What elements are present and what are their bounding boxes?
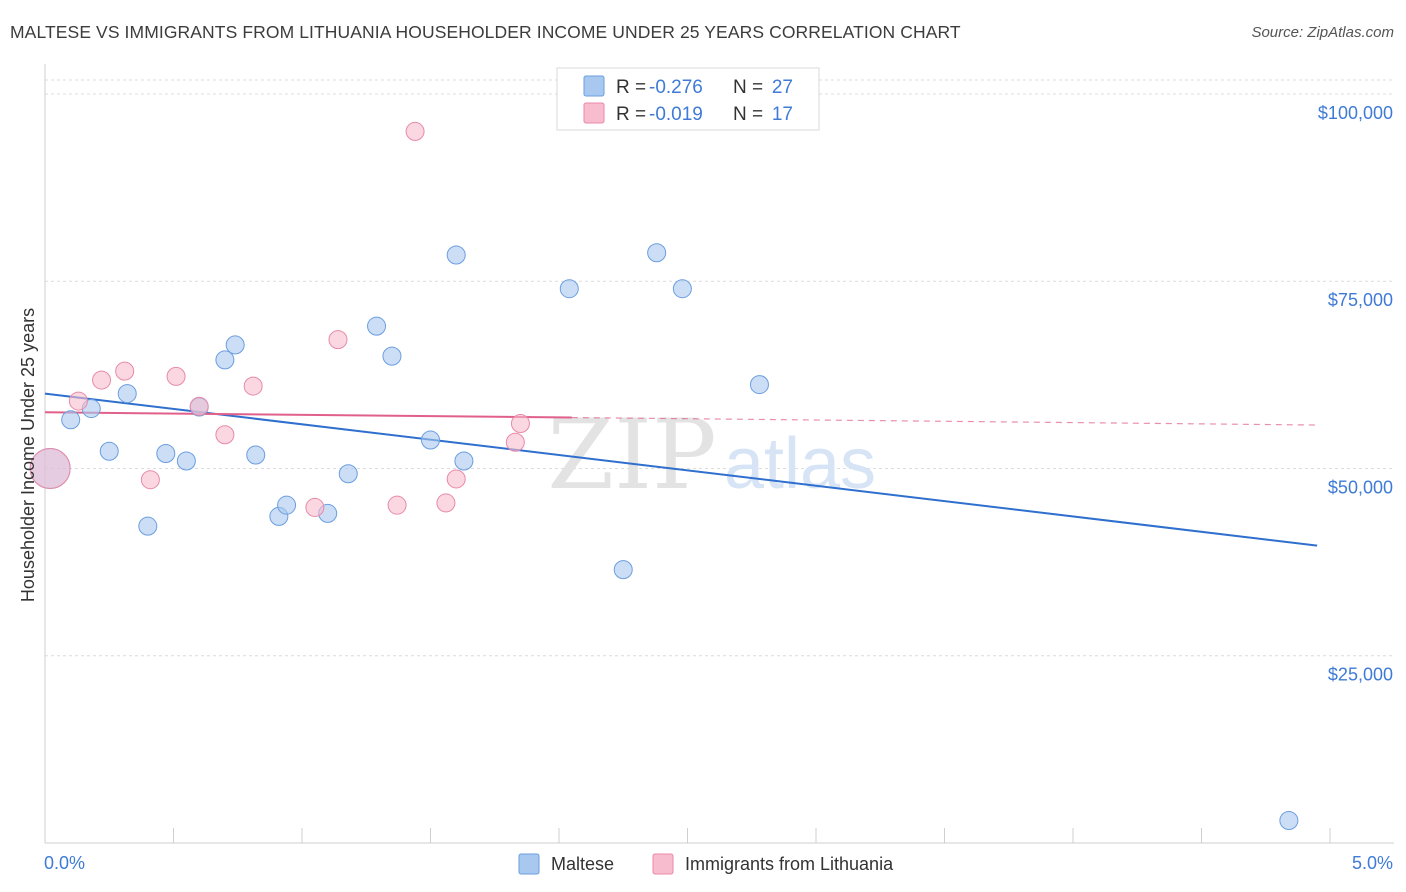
trend-lines (44, 392, 1318, 547)
data-point (328, 330, 348, 350)
y-tick-label: $100,000 (1318, 103, 1393, 123)
data-point (215, 425, 235, 445)
data-point (243, 376, 263, 396)
data-point (29, 447, 71, 489)
tick-labels: $25,000 $50,000 $75,000 $100,000 0.0% 5.0% (44, 103, 1393, 873)
data-point (156, 444, 176, 463)
source-label: Source: ZipAtlas.com (1251, 24, 1394, 41)
data-point (246, 445, 266, 465)
watermark-zip: ZIP (547, 399, 716, 511)
legend: R = -0.276 N = 27 R = -0.019 N = 17 (556, 67, 820, 131)
data-point (559, 279, 579, 299)
data-point (305, 497, 325, 517)
data-point (446, 245, 466, 265)
legend-r-value: -0.276 (649, 77, 703, 98)
trend-line (44, 411, 572, 419)
data-point (672, 279, 692, 299)
bottom-legend-swatch (652, 853, 674, 875)
data-point (749, 375, 769, 395)
data-point (367, 316, 387, 336)
data-point (613, 560, 633, 580)
chart-title: MALTESE VS IMMIGRANTS FROM LITHUANIA HOU… (10, 22, 961, 42)
data-point (382, 346, 402, 366)
data-point (454, 451, 474, 471)
data-point (405, 121, 425, 141)
legend-n-label: N = (733, 77, 763, 98)
data-point (189, 396, 209, 416)
bottom-legend: Maltese Immigrants from Lithuania (518, 853, 894, 875)
legend-r-value: -0.019 (649, 104, 703, 125)
legend-swatch (583, 75, 605, 97)
data-point (117, 384, 137, 404)
legend-r-label: R = (616, 77, 646, 98)
legend-n-value: 17 (772, 104, 793, 125)
trend-line-extension (571, 416, 1318, 426)
x-tick-label: 5.0% (1352, 853, 1393, 873)
data-point (140, 470, 160, 490)
watermark: ZIP atlas (547, 399, 876, 511)
data-point (421, 430, 440, 450)
data-point (505, 432, 525, 452)
data-point (166, 366, 186, 386)
data-point (647, 243, 667, 263)
gridlines (45, 79, 1394, 657)
bottom-legend-swatch (518, 853, 540, 875)
data-points (29, 121, 1299, 831)
y-tick-label: $50,000 (1328, 477, 1393, 497)
y-tick-label: $75,000 (1328, 290, 1393, 310)
data-point (1279, 811, 1299, 831)
data-point (61, 410, 81, 430)
data-point (99, 441, 119, 461)
data-point (138, 516, 158, 536)
y-axis-label: Householder Income Under 25 years (18, 308, 38, 602)
data-point (92, 370, 112, 390)
data-point (68, 391, 88, 411)
data-point (277, 495, 297, 515)
legend-n-value: 27 (772, 77, 793, 98)
data-point (446, 469, 466, 489)
bottom-legend-label: Immigrants from Lithuania (685, 854, 894, 874)
data-point (387, 495, 407, 515)
data-point (338, 464, 358, 484)
y-tick-label: $25,000 (1328, 665, 1393, 685)
legend-r-label: R = (616, 104, 646, 125)
legend-swatch (583, 102, 605, 124)
data-point (115, 361, 135, 381)
watermark-atlas: atlas (724, 424, 876, 504)
legend-n-label: N = (733, 104, 763, 125)
data-point (215, 350, 235, 370)
data-point (510, 414, 530, 434)
data-point (225, 335, 245, 355)
bottom-legend-label: Maltese (551, 854, 614, 874)
data-point (176, 451, 196, 471)
x-tick-label: 0.0% (44, 853, 85, 873)
trend-line (44, 392, 1318, 547)
data-point (436, 493, 456, 513)
